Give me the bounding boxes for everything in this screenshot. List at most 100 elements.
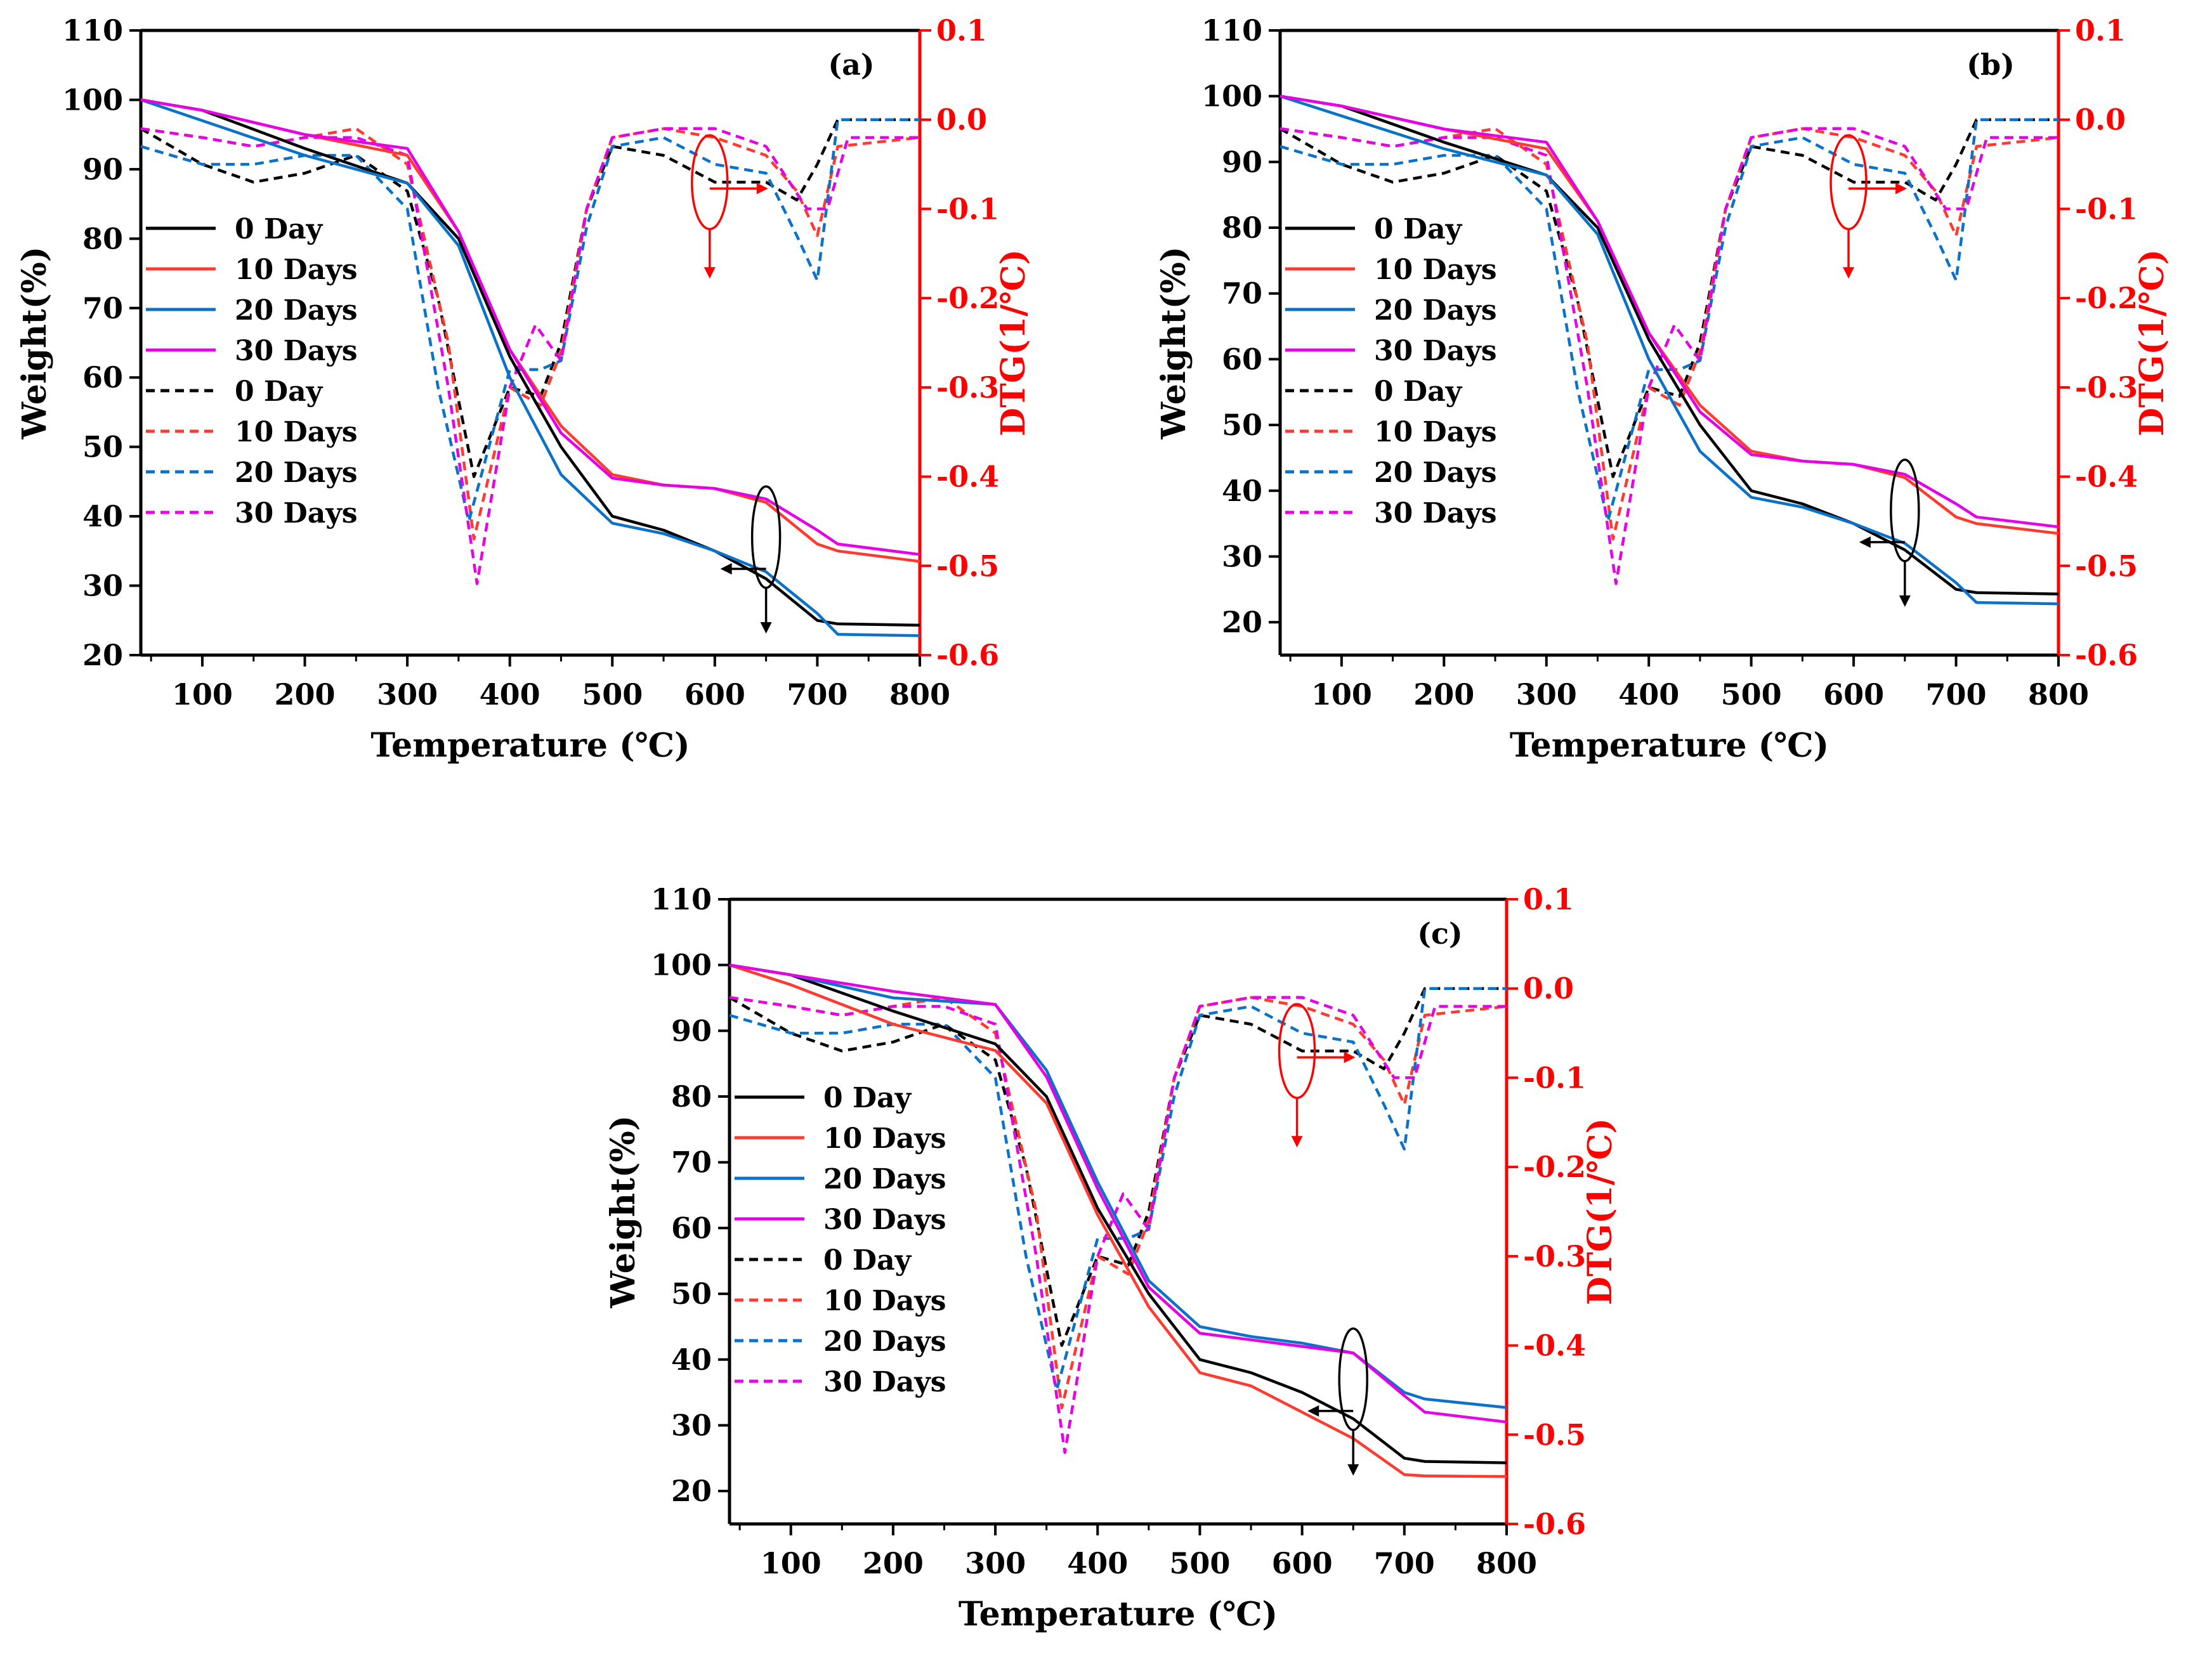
y-tick-label: 80 [1222,211,1262,245]
dtg-line-20-days [729,987,1507,1392]
panel-a: 100 200 300 400 500 600 700 800 20 30 40 50 60 70 80 90… [15,13,1033,765]
x-tick-label: 500 [1721,677,1782,712]
y-tick-label: 90 [671,1013,712,1048]
dtg-line-30-days [1279,127,2058,585]
legend-label: 30 Days [235,335,358,367]
y2-tick-label: -0.4 [936,460,999,494]
legend-label: 20 Days [235,294,358,327]
weight-line-20-days [140,98,920,637]
legend-label: 30 Days [1374,497,1497,530]
x-tick-label: 500 [1169,1546,1230,1580]
legend-label: 0 Day [1374,375,1463,408]
weight-line-30-days [1279,94,2059,529]
x-tick-label: 600 [684,677,745,712]
y2-tick-label: -0.3 [2075,370,2138,405]
x-tick-label: 400 [1067,1546,1128,1580]
y-axis-title: Weight(%) [1155,247,1193,440]
y-tick-label: 50 [1222,408,1262,442]
y2-tick-label: 0.1 [936,13,987,48]
y-tick-label: 90 [1222,145,1262,179]
legend-label: 0 Day [823,1244,912,1277]
panel-label: (a) [828,48,874,82]
weight-arrowhead-left [720,563,732,575]
dtg-line-0-day [1279,118,2058,478]
y2-tick-label: -0.2 [1523,1150,1586,1184]
y-tick-label: 80 [671,1079,712,1114]
x-tick-label: 100 [172,677,233,712]
legend-label: 10 Days [823,1123,946,1155]
dtg-marker-ellipse [1829,134,1868,230]
y-axis-title: Weight(%) [15,247,54,440]
y2-tick-label: 0.0 [1523,972,1574,1006]
y2-tick-label: -0.1 [2075,192,2138,226]
y2-tick-label: -0.1 [936,192,999,226]
y-tick-label: 110 [1201,13,1262,48]
legend-label: 30 Days [823,1204,946,1236]
y-tick-label: 100 [651,948,712,982]
y-tick-label: 110 [62,13,123,48]
x-tick-label: 600 [1272,1546,1333,1580]
y-tick-label: 30 [671,1408,712,1442]
y-tick-label: 100 [62,82,123,117]
panel-c: 100 200 300 400 500 600 700 800 20 30 40 50 60 70 80 90… [604,882,1620,1634]
dtg-arrowhead-down [1291,1136,1303,1148]
legend-label: 10 Days [235,254,358,286]
y-tick-label: 50 [671,1277,712,1311]
x-axis-title: Temperature (℃) [1510,726,1829,765]
y2-tick-label: -0.6 [1523,1507,1586,1541]
weight-arrowhead-left [1307,1405,1319,1417]
y2-tick-label: -0.2 [936,281,999,315]
dtg-arrowhead-right [1895,183,1908,195]
y-axis-title: Weight(%) [604,1116,643,1309]
weight-line-0-day [729,963,1507,1464]
y-tick-label: 20 [671,1474,712,1508]
legend-label: 20 Days [823,1325,946,1358]
x-tick-label: 700 [1374,1546,1435,1580]
y2-axis-title: DTG(1/℃) [2133,249,2171,436]
legend-label: 0 Day [235,375,324,408]
y2-tick-label: -0.6 [2075,638,2138,672]
y2-tick-label: -0.3 [1523,1239,1586,1273]
y2-axis-title: DTG(1/℃) [1581,1118,1620,1305]
y-tick-label: 30 [82,569,123,603]
x-tick-label: 600 [1823,677,1884,712]
x-tick-label: 700 [1926,677,1987,712]
y-tick-label: 60 [671,1211,712,1245]
y2-axis-title: DTG(1/℃) [994,249,1033,436]
y2-tick-label: -0.5 [2075,549,2138,583]
weight-marker-ellipse [1338,1327,1368,1431]
x-tick-label: 300 [377,677,438,712]
weight-line-30-days [140,98,920,556]
dtg-line-0-day [140,118,920,478]
dtg-arrowhead-down [1843,267,1855,279]
weight-arrowhead-left [1859,536,1871,548]
dtg-arrowhead-right [756,183,768,195]
y2-tick-label: -0.3 [936,370,999,405]
legend-label: 0 Day [235,213,324,245]
panel-label: (c) [1417,916,1463,951]
weight-line-0-day [1279,94,2059,595]
y-tick-label: 20 [1222,605,1262,639]
x-tick-label: 400 [1618,677,1679,712]
y2-tick-label: 0.1 [1523,882,1574,916]
y-tick-label: 80 [82,221,123,256]
weight-arrowhead-down [760,621,772,634]
x-tick-label: 800 [1476,1546,1537,1580]
legend-label: 0 Day [823,1082,912,1114]
y2-tick-label: -0.1 [1523,1060,1586,1095]
y-tick-label: 90 [82,152,123,186]
legend-label: 20 Days [823,1163,946,1195]
y-tick-label: 60 [1222,342,1262,376]
y-tick-label: 60 [82,360,123,394]
weight-line-10-days [140,98,920,563]
y-tick-label: 100 [1201,79,1262,114]
weight-line-20-days [729,963,1507,1409]
legend-label: 30 Days [823,1366,946,1398]
x-tick-label: 300 [965,1546,1026,1580]
legend-label: 10 Days [1374,416,1497,448]
legend-label: 0 Day [1374,213,1463,245]
y-tick-label: 70 [82,291,123,325]
x-tick-label: 400 [480,677,540,712]
weight-arrowhead-down [1347,1464,1359,1476]
